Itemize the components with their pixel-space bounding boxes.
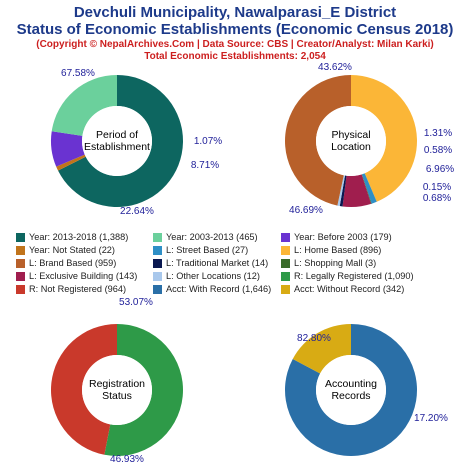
legend-item: L: Brand Based (959) — [16, 257, 153, 269]
center-label-line: Location — [331, 141, 371, 153]
slice-l-traditional-market — [339, 175, 347, 207]
percent-label: 22.64% — [120, 206, 154, 217]
legend-label: L: Home Based (896) — [294, 245, 382, 255]
legend-item: L: Other Locations (12) — [153, 270, 281, 282]
percent-label: 46.69% — [289, 205, 323, 216]
percent-label: 46.93% — [110, 454, 144, 465]
legend-item: L: Street Based (27) — [153, 244, 281, 256]
percent-label: 0.68% — [423, 193, 451, 204]
legend-swatch — [153, 245, 162, 255]
slice-year-2013-2018 — [58, 75, 183, 207]
slice-l-brand-based — [284, 74, 351, 206]
legend-label: Year: Not Stated (22) — [29, 245, 115, 255]
slice-l-street-based — [361, 173, 377, 204]
percent-label: 43.62% — [318, 62, 352, 73]
percent-label: 1.31% — [424, 128, 452, 139]
percent-label: 67.58% — [61, 68, 95, 79]
donut-hole — [82, 106, 152, 176]
slice-l-shopping-mall — [361, 174, 372, 204]
legend-swatch — [153, 232, 162, 242]
slice-year-before-2003 — [50, 131, 85, 167]
slice-acct-without-record — [292, 324, 351, 374]
legend-swatch — [281, 245, 290, 255]
legend-label: R: Not Registered (964) — [29, 284, 127, 294]
percent-label: 53.07% — [119, 297, 153, 308]
legend-label: Acct: With Record (1,646) — [166, 284, 272, 294]
legend-item: R: Not Registered (964) — [16, 283, 153, 295]
legend-label: R: Legally Registered (1,090) — [294, 271, 414, 281]
legend-item: L: Exclusive Building (143) — [16, 270, 153, 282]
legend-label: Acct: Without Record (342) — [294, 284, 405, 294]
legend-item: Year: 2013-2018 (1,388) — [16, 231, 153, 243]
percent-label: 82.80% — [297, 333, 331, 344]
legend-item: L: Shopping Mall (3) — [281, 257, 461, 269]
percent-label: 6.96% — [426, 164, 454, 175]
slice-year-2003-2013 — [51, 75, 117, 136]
legend-item: R: Legally Registered (1,090) — [281, 270, 461, 282]
slice-r-legally-registered — [104, 324, 184, 456]
legend-swatch — [281, 284, 290, 294]
legend-swatch — [16, 284, 25, 294]
slice-acct-with-record — [285, 324, 417, 457]
center-label-line: Accounting — [325, 378, 377, 390]
legend: Year: 2013-2018 (1,388) Year: 2003-2013 (… — [16, 231, 466, 295]
copyright-note: (Copyright © NepalArchives.Com | Data So… — [36, 39, 434, 50]
legend-label: L: Exclusive Building (143) — [29, 271, 138, 281]
legend-label: L: Brand Based (959) — [29, 258, 117, 268]
legend-item: L: Home Based (896) — [281, 244, 461, 256]
percent-label: 8.71% — [191, 160, 219, 171]
legend-swatch — [281, 232, 290, 242]
center-label-line: Physical — [331, 129, 370, 141]
legend-item: Year: 2003-2013 (465) — [153, 231, 281, 243]
legend-swatch — [16, 232, 25, 242]
legend-item: L: Traditional Market (14) — [153, 257, 281, 269]
percent-label: 1.07% — [194, 136, 222, 147]
percent-label: 0.58% — [424, 145, 452, 156]
legend-label: L: Street Based (27) — [166, 245, 249, 255]
center-label-line: Status — [102, 390, 132, 402]
center-label-line: Period of — [96, 129, 138, 141]
percent-label: 17.20% — [414, 413, 448, 424]
legend-label: Year: Before 2003 (179) — [294, 232, 392, 242]
donut-hole — [316, 355, 386, 425]
legend-swatch — [281, 271, 290, 281]
legend-swatch — [153, 271, 162, 281]
total-establishments: Total Economic Establishments: 2,054 — [144, 51, 326, 62]
legend-item: Acct: With Record (1,646) — [153, 283, 281, 295]
legend-item: Year: Before 2003 (179) — [281, 231, 461, 243]
donut-hole — [316, 106, 386, 176]
legend-item: Year: Not Stated (22) — [16, 244, 153, 256]
legend-label: Year: 2003-2013 (465) — [166, 232, 258, 242]
legend-label: L: Shopping Mall (3) — [294, 258, 377, 268]
chart-title: Devchuli Municipality, Nawalparasi_E Dis… — [73, 4, 397, 21]
slice-l-home-based — [351, 75, 418, 202]
legend-swatch — [16, 245, 25, 255]
slice-l-other-locations — [337, 175, 346, 207]
slice-l-exclusive-building — [342, 174, 372, 207]
percent-label: 0.15% — [423, 182, 451, 193]
legend-swatch — [16, 271, 25, 281]
center-label-line: Establishment — [84, 141, 150, 153]
legend-swatch — [16, 258, 25, 268]
legend-label: L: Other Locations (12) — [166, 271, 260, 281]
chart-subtitle: Status of Economic Establishments (Econo… — [16, 21, 454, 38]
center-label-line: Records — [331, 390, 370, 402]
legend-item: Acct: Without Record (342) — [281, 283, 461, 295]
legend-swatch — [281, 258, 290, 268]
legend-swatch — [153, 284, 162, 294]
donut-hole — [82, 355, 152, 425]
legend-label: Year: 2013-2018 (1,388) — [29, 232, 129, 242]
legend-swatch — [153, 258, 162, 268]
legend-label: L: Traditional Market (14) — [166, 258, 269, 268]
slice-r-not-registered — [51, 324, 117, 455]
center-label-line: Registration — [89, 378, 145, 390]
slice-year-not-stated — [56, 154, 86, 171]
